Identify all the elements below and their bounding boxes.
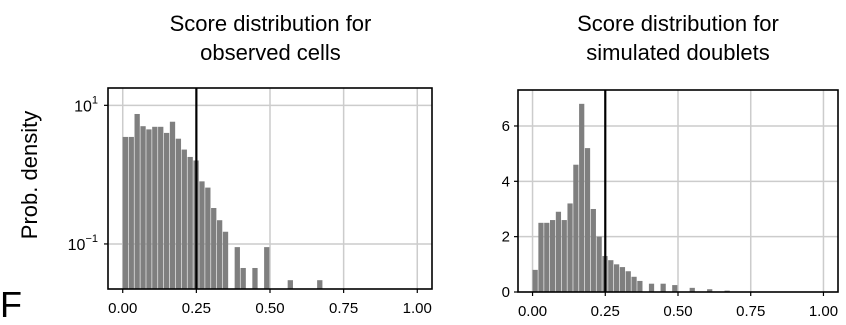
histogram-bar xyxy=(175,138,182,289)
histogram-bar xyxy=(579,103,585,292)
histogram-bar xyxy=(648,283,655,292)
histogram-bar xyxy=(625,271,631,292)
histogram-bar xyxy=(240,267,246,289)
histogram-bar xyxy=(181,149,187,289)
histogram-bar xyxy=(287,280,293,289)
histogram-bar xyxy=(538,222,544,292)
y-tick-label: 4 xyxy=(502,173,510,190)
x-tick-label: 0.25 xyxy=(182,300,211,317)
chart-title-observed: Score distribution for observed cells xyxy=(169,11,372,65)
x-tick-label: 0.25 xyxy=(591,303,620,320)
histogram-bar xyxy=(573,164,579,292)
histogram-bar xyxy=(590,208,596,292)
chart-title-doublets: Score distribution for simulated doublet… xyxy=(577,11,779,65)
y-tick-label: 6 xyxy=(502,118,510,135)
histogram-bar xyxy=(567,203,573,292)
histogram-bar xyxy=(134,113,140,289)
histogram-bar xyxy=(205,187,211,289)
y-tick-label: 101 xyxy=(74,94,98,115)
x-tick-label: 0.75 xyxy=(329,300,358,317)
histogram-bar xyxy=(532,269,538,292)
histogram-bar xyxy=(555,211,562,292)
histogram-bar xyxy=(222,231,229,289)
histogram-bar xyxy=(140,126,146,289)
histogram-bar xyxy=(707,289,713,292)
x-tick-label: 0.00 xyxy=(518,303,547,320)
histogram-bar xyxy=(596,236,602,292)
histogram-bar xyxy=(264,247,270,289)
histogram-bar xyxy=(234,247,240,289)
histogram-bar xyxy=(211,208,217,289)
y-tick-label: 10−1 xyxy=(68,233,98,254)
y-tick-label: 0 xyxy=(502,284,510,301)
histogram-bar xyxy=(637,280,643,292)
histogram-bar xyxy=(199,181,205,289)
histogram-bar xyxy=(561,220,567,292)
doublets-histogram-panel: 0.00 0.25 0.50 0.75 1.00 0 2 4 6 xyxy=(502,89,839,320)
x-tick-label: 1.00 xyxy=(403,300,432,317)
histogram-bar xyxy=(631,276,637,292)
histogram-bar xyxy=(584,148,591,292)
histogram-bar xyxy=(614,264,620,292)
histogram-bar xyxy=(544,222,550,292)
x-tick-label: 0.00 xyxy=(108,300,137,317)
histogram-bar xyxy=(672,285,678,292)
histogram-bar xyxy=(187,156,193,289)
histogram-bar xyxy=(122,136,129,289)
histogram-bar xyxy=(169,121,176,289)
histogram-bar xyxy=(216,220,223,289)
y-tick-label: 2 xyxy=(502,229,510,246)
histogram-bar xyxy=(152,126,158,289)
histogram-bar xyxy=(128,136,134,289)
x-tick-label: 0.50 xyxy=(663,303,692,320)
histogram-bar xyxy=(163,132,170,289)
histogram-bar xyxy=(660,283,666,292)
histogram-bar xyxy=(317,280,323,289)
histogram-bar xyxy=(689,287,695,292)
observed-histogram-panel: 0.00 0.25 0.50 0.75 1.00 101 10−1 xyxy=(68,87,433,317)
histogram-bar xyxy=(252,267,258,289)
x-tick-label: 0.75 xyxy=(736,303,765,320)
panel-letter: F xyxy=(0,284,22,325)
histogram-bar xyxy=(550,220,556,292)
histogram-bar xyxy=(158,126,164,289)
x-tick-label: 1.00 xyxy=(809,303,838,320)
histogram-bar xyxy=(146,129,152,289)
histogram-bar xyxy=(608,260,614,292)
x-tick-label: 0.50 xyxy=(255,300,284,317)
histogram-bar xyxy=(619,267,626,292)
